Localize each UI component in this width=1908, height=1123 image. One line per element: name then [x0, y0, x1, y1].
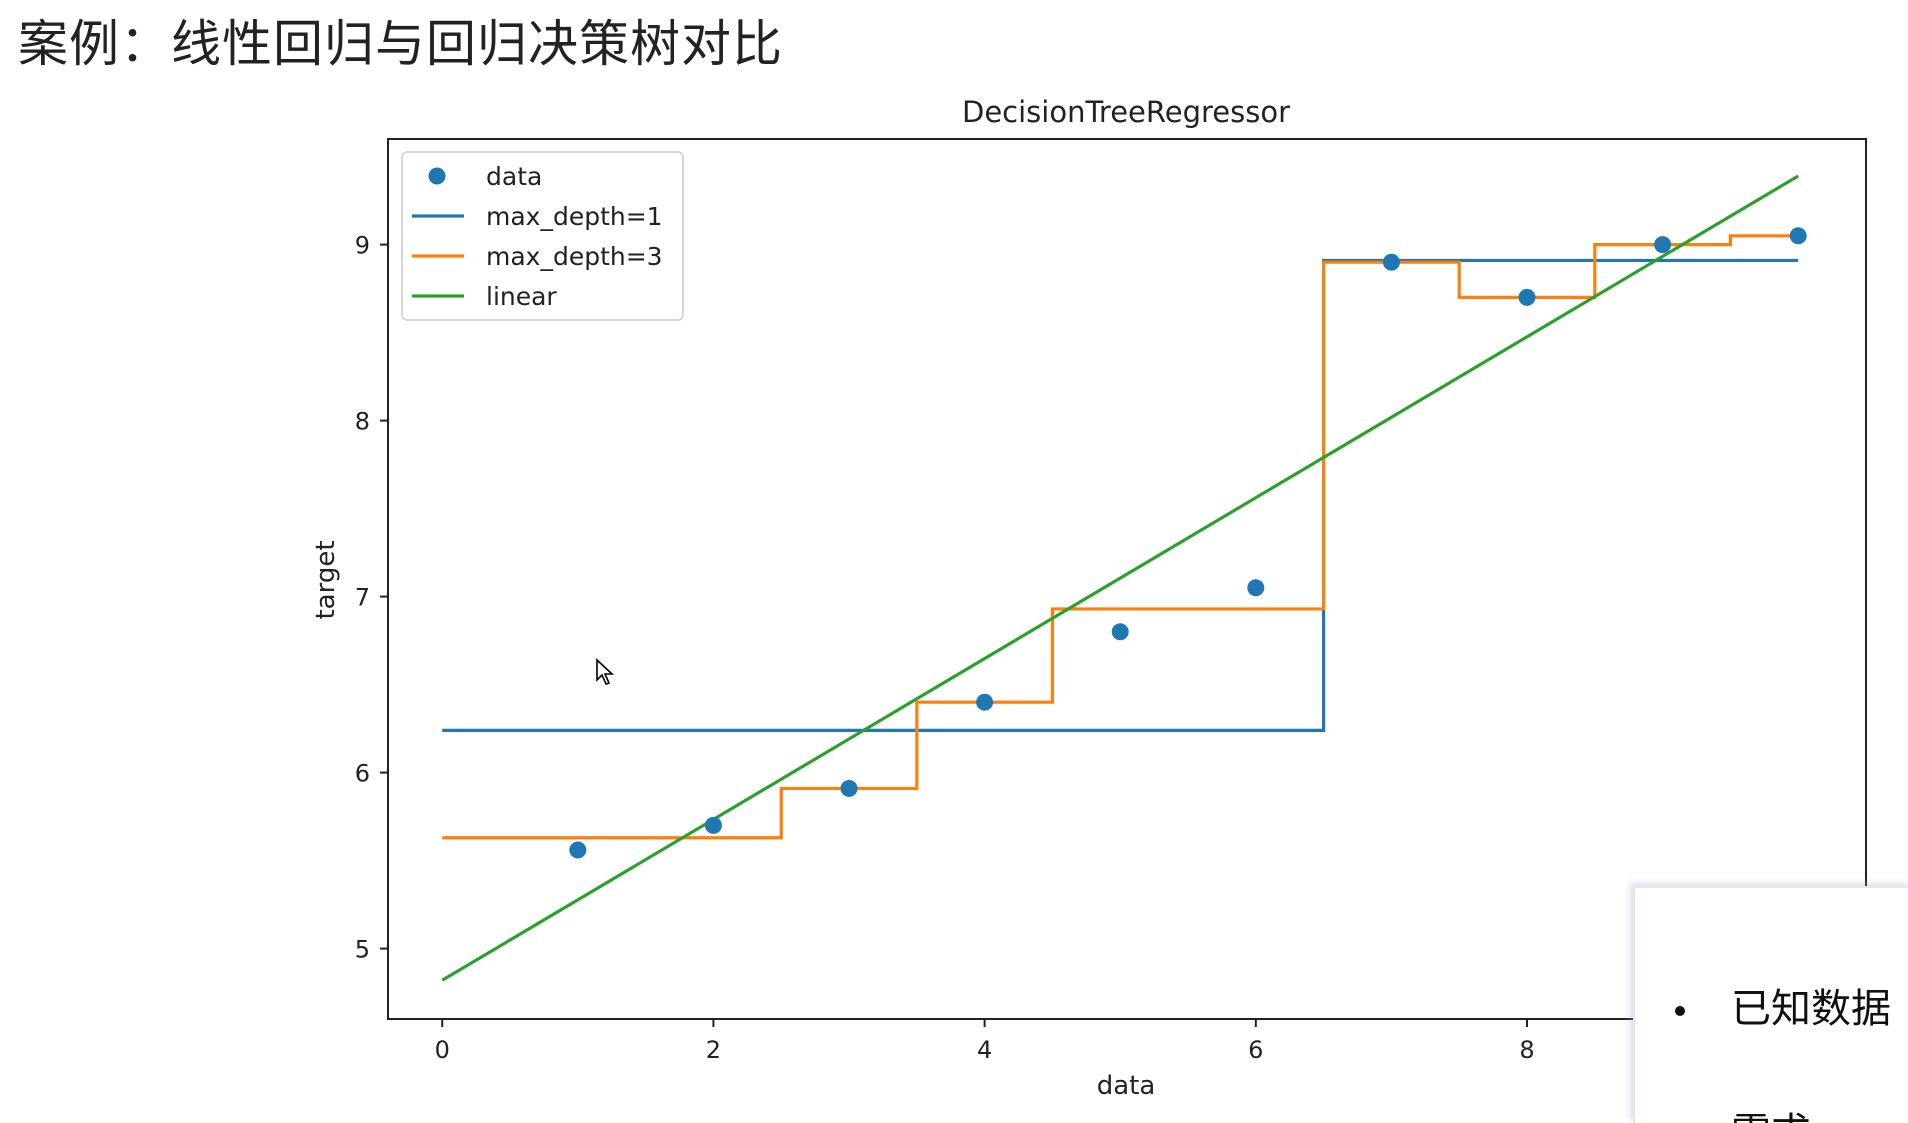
legend-label: max_depth=1	[486, 202, 663, 231]
data-point	[1789, 227, 1807, 245]
x-tick-label: 4	[977, 1036, 992, 1064]
x-axis: 0 2 4 6 8	[435, 1019, 1535, 1064]
series-line-max-depth-1	[442, 258, 1799, 732]
y-axis-label: target	[311, 540, 341, 619]
side-panel: 已知数据 需求	[1633, 886, 1908, 1123]
x-tick-label: 0	[435, 1036, 450, 1064]
data-point	[1518, 288, 1536, 306]
side-item-label: 需求	[1731, 1110, 1811, 1123]
y-tick-label: 6	[355, 760, 370, 788]
data-point	[1247, 579, 1265, 597]
y-tick-label: 5	[355, 936, 370, 964]
y-tick-label: 9	[355, 232, 370, 260]
legend-label: max_depth=3	[486, 242, 663, 271]
y-tick-label: 7	[355, 584, 370, 612]
series-line-max-depth-3	[442, 234, 1799, 840]
x-axis-label: data	[1097, 1071, 1156, 1101]
x-tick-label: 2	[706, 1036, 721, 1064]
plot-area	[387, 138, 1867, 1020]
series-layer	[441, 174, 1807, 982]
chart-title: DecisionTreeRegressor	[962, 95, 1290, 129]
legend-box	[401, 151, 684, 321]
side-item-known-data: 已知数据	[1675, 976, 1891, 1034]
legend-label: linear	[486, 282, 557, 311]
data-point	[976, 693, 994, 711]
bullet-icon	[1675, 1006, 1685, 1016]
side-item-label: 已知数据	[1731, 986, 1891, 1032]
data-point	[569, 841, 587, 859]
slide-title: 案例：线性回归与回归决策树对比	[18, 15, 783, 73]
y-tick-label: 8	[355, 408, 370, 436]
mouse-cursor-icon	[596, 658, 615, 685]
y-axis: 5 6 7 8 9	[355, 232, 388, 964]
data-point	[1654, 236, 1672, 254]
data-point	[1382, 253, 1400, 271]
series-line-linear	[441, 174, 1800, 982]
data-point	[1111, 623, 1129, 641]
data-point	[840, 779, 858, 797]
legend-marker	[428, 167, 446, 185]
side-item-requirement: 需求	[1675, 1100, 1811, 1123]
x-tick-label: 8	[1519, 1036, 1534, 1064]
legend-label: data	[486, 162, 542, 191]
x-tick-label: 6	[1248, 1036, 1263, 1064]
data-point	[704, 816, 722, 834]
